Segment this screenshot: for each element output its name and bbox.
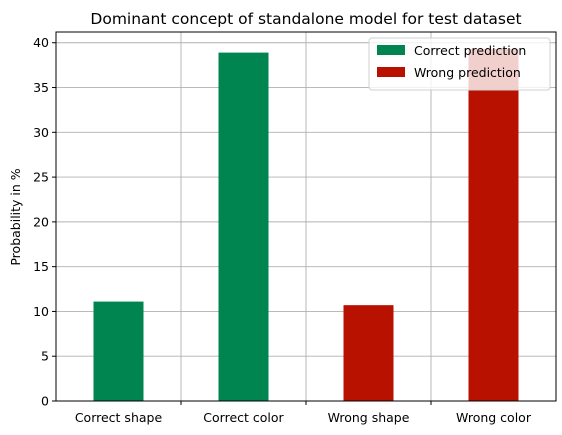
bars <box>93 49 519 401</box>
y-tick-label: 0 <box>41 394 49 409</box>
y-tick-label: 15 <box>33 259 49 274</box>
legend-label: Correct prediction <box>414 43 526 58</box>
x-tick-label: Correct shape <box>75 410 163 425</box>
bar-correct-shape <box>93 301 144 401</box>
x-tick-label: Correct color <box>203 410 284 425</box>
legend-label: Wrong prediction <box>414 65 521 80</box>
y-tick-label: 25 <box>33 170 49 185</box>
y-tick-label: 10 <box>33 304 49 319</box>
y-tick-label: 35 <box>33 80 49 95</box>
legend: Correct prediction Wrong prediction <box>368 37 551 91</box>
y-tick-label: 40 <box>33 35 49 50</box>
y-tick-label: 5 <box>41 349 49 364</box>
y-tick-label: 30 <box>33 125 49 140</box>
legend-swatch <box>377 45 405 55</box>
y-axis-ticks: 0 5 10 15 20 25 30 35 40 <box>33 35 56 409</box>
legend-swatch <box>377 67 405 77</box>
y-tick-label: 20 <box>33 214 49 229</box>
x-tick-label: Wrong color <box>456 410 532 425</box>
x-axis-ticks: Correct shape Correct color Wrong shape Wro… <box>75 401 532 425</box>
bar-correct-color <box>218 52 269 401</box>
legend-box <box>368 37 551 91</box>
x-tick-label: Wrong shape <box>328 410 410 425</box>
bar-wrong-shape <box>343 305 394 401</box>
bar-wrong-color <box>468 49 519 401</box>
y-axis-label: Probability in % <box>8 168 23 265</box>
chart-title: Dominant concept of standalone model for… <box>90 10 521 28</box>
